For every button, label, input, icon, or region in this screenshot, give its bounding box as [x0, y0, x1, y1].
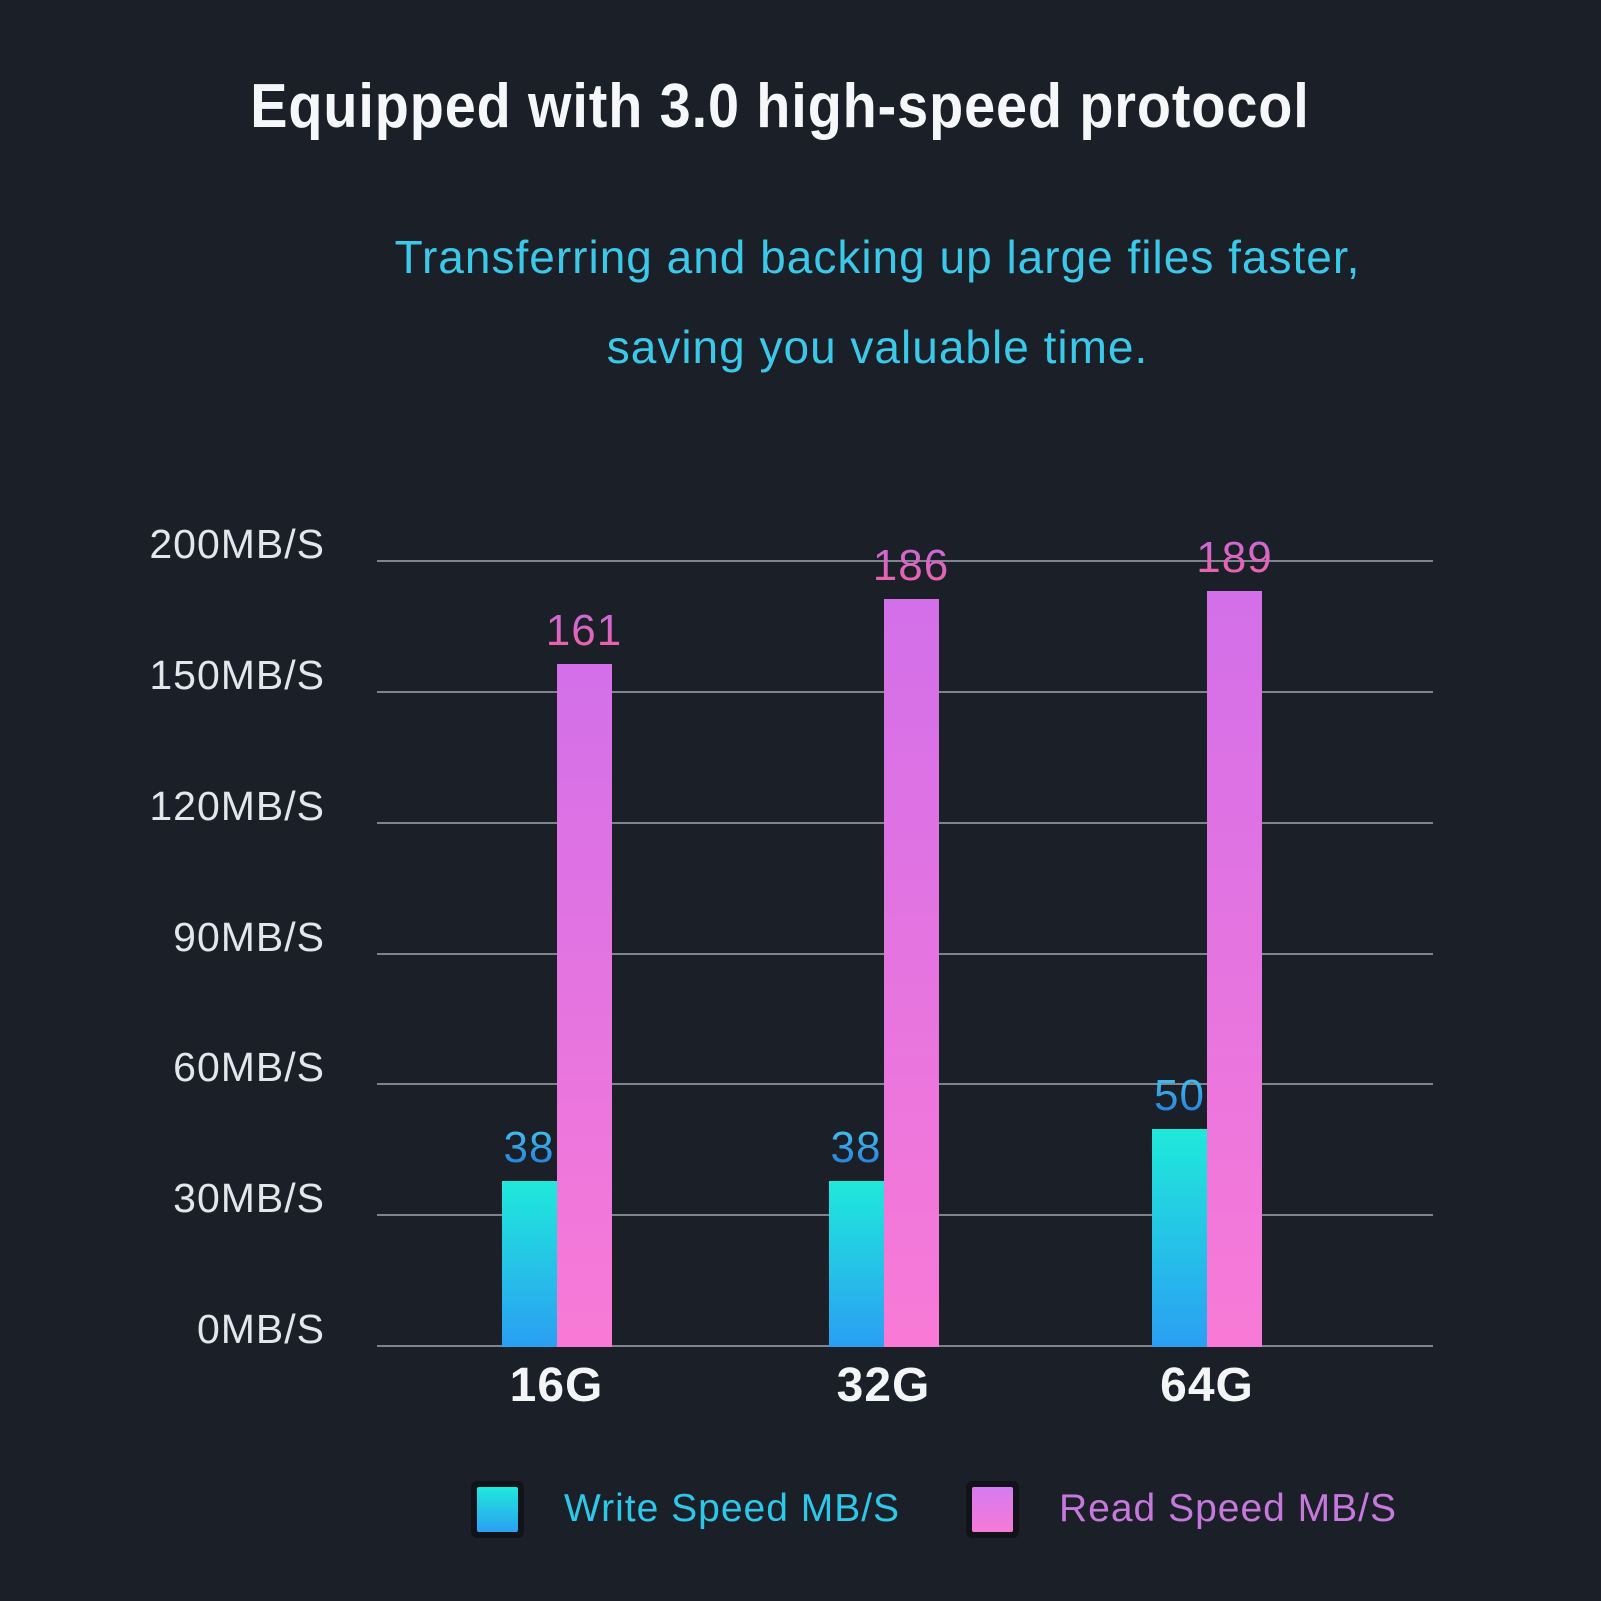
y-axis-tick-label: 200MB/S [149, 521, 325, 568]
y-axis-tick-label: 120MB/S [149, 782, 325, 829]
y-axis-tick-label: 60MB/S [173, 1044, 325, 1091]
value-label-write-32G: 38 [776, 1125, 936, 1171]
bar-read-64G [1207, 590, 1262, 1347]
value-label-read-32G: 186 [831, 542, 991, 589]
bar-write-32G [828, 1181, 884, 1347]
subtitle-line-2: saving you valuable time. [606, 321, 1149, 373]
legend-label-read: Read Speed MB/S [1059, 1487, 1398, 1530]
value-label-write-16G: 38 [449, 1125, 609, 1171]
y-axis-tick-label: 150MB/S [149, 652, 325, 698]
bar-read-16G [556, 664, 612, 1347]
bar-write-16G [501, 1181, 557, 1347]
y-axis-tick-label: 90MB/S [173, 913, 325, 960]
x-axis-label-64G: 64G [1160, 1359, 1254, 1412]
value-label-read-16G: 161 [504, 608, 664, 654]
x-axis-label-32G: 32G [836, 1359, 931, 1412]
y-axis-tick-label: 30MB/S [173, 1175, 325, 1222]
subtitle-line-1: Transferring and backing up large files … [394, 231, 1361, 283]
legend-item-write: Write Speed MB/S [477, 1485, 900, 1533]
legend-item-read: Read Speed MB/S [972, 1485, 1397, 1533]
read-speed-swatch-icon [972, 1486, 1013, 1532]
bar-write-64G [1152, 1129, 1207, 1347]
page-title: Equipped with 3.0 high-speed protocol [250, 72, 1310, 141]
value-label-write-64G: 50 [1100, 1073, 1260, 1119]
write-speed-swatch-icon [477, 1486, 518, 1532]
legend-label-write: Write Speed MB/S [564, 1487, 901, 1530]
gridline [377, 560, 1433, 563]
x-axis-label-16G: 16G [509, 1359, 604, 1412]
y-axis-tick-label: 0MB/S [196, 1306, 325, 1352]
bar-read-32G [883, 598, 939, 1347]
value-label-read-64G: 189 [1155, 534, 1315, 581]
